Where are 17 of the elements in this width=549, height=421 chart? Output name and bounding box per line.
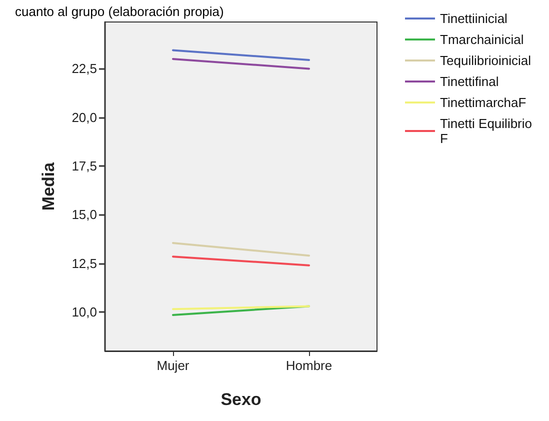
- legend-label: TinettimarchaF: [440, 95, 526, 110]
- y-tick-label: 15,0: [72, 207, 97, 222]
- legend-label: Tmarchainicial: [440, 32, 524, 47]
- legend-label: Tinetti EquilibrioF: [440, 116, 532, 146]
- x-axis-title: Sexo: [220, 390, 262, 409]
- chart-title: cuanto al grupo (elaboración propia): [15, 4, 224, 19]
- y-axis-title: Media: [39, 162, 58, 211]
- legend-label: Tinettiinicial: [440, 11, 508, 26]
- y-tick-label: 20,0: [72, 110, 97, 125]
- legend-label: Tequilibrioinicial: [440, 53, 532, 68]
- legend-label: Tinettifinal: [440, 74, 499, 89]
- y-tick-label: 22,5: [72, 61, 97, 76]
- y-tick-label: 10,0: [72, 304, 97, 320]
- y-tick-label: 17,5: [72, 158, 97, 174]
- y-tick-label: 12,5: [72, 256, 97, 271]
- x-tick-label: Mujer: [156, 358, 190, 373]
- x-tick-label: Hombre: [286, 358, 332, 373]
